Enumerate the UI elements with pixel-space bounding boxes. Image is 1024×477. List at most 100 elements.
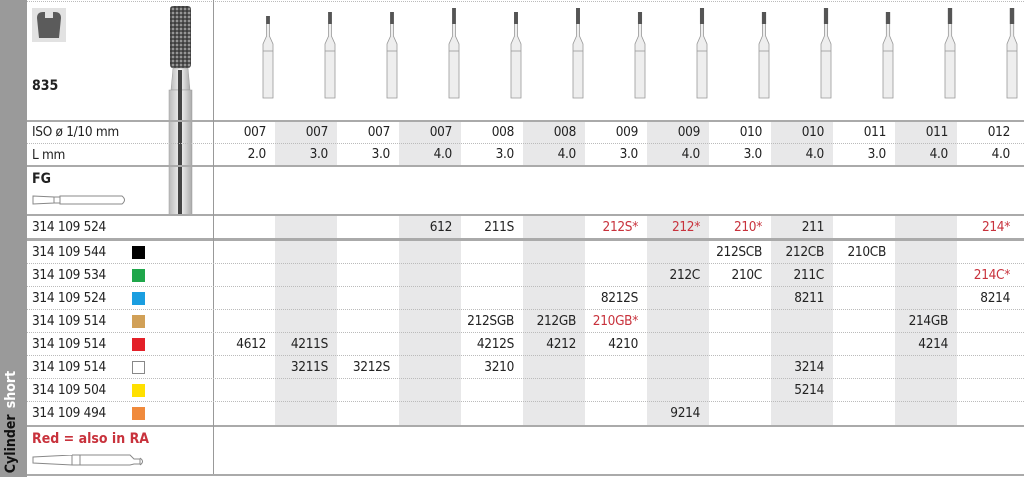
product-number[interactable]: 5214 (794, 382, 824, 398)
length-value: 3.0 (309, 146, 329, 162)
divider (27, 165, 1024, 167)
divider (27, 238, 1024, 241)
reference-number: 314 109 534 (32, 267, 106, 283)
divider (27, 425, 1024, 427)
row-divider (27, 286, 1024, 287)
product-number[interactable]: 212C (669, 267, 701, 283)
length-value: 2.0 (247, 146, 267, 162)
product-number[interactable]: 4210 (608, 336, 638, 352)
bur-image (262, 16, 274, 99)
product-number[interactable]: 4211S (290, 336, 328, 352)
color-ring-swatch (132, 246, 145, 259)
table-row[interactable] (27, 356, 1024, 379)
product-number[interactable]: 3211S (290, 359, 328, 375)
length-value: 4.0 (681, 146, 701, 162)
bur-image (510, 12, 522, 99)
bur-image (758, 12, 770, 99)
length-value: 4.0 (929, 146, 949, 162)
length-label: L mm (32, 147, 66, 163)
product-number[interactable]: 9214 (670, 405, 700, 421)
iso-value: 012 (987, 124, 1011, 140)
table-row[interactable] (27, 402, 1024, 425)
bur-image (572, 8, 584, 99)
iso-value: 009 (677, 124, 701, 140)
product-number[interactable]: 211S (484, 219, 514, 235)
column-shade (895, 216, 957, 425)
row-divider (27, 355, 1024, 356)
product-number[interactable]: 3210 (484, 359, 514, 375)
reference-number: 314 109 494 (32, 405, 106, 421)
reference-number: 314 109 504 (32, 382, 106, 398)
table-row[interactable] (27, 264, 1024, 287)
product-number[interactable]: 214C* (973, 267, 1011, 283)
product-number[interactable]: 612 (429, 219, 453, 235)
iso-value: 007 (305, 124, 329, 140)
divider (27, 143, 1024, 144)
length-value: 4.0 (805, 146, 825, 162)
iso-value: 007 (243, 124, 267, 140)
color-ring-swatch (132, 384, 145, 397)
length-value: 3.0 (867, 146, 887, 162)
product-number[interactable]: 4214 (918, 336, 948, 352)
row-divider (27, 378, 1024, 379)
bur-image (1006, 8, 1018, 99)
length-value: 4.0 (433, 146, 453, 162)
iso-value: 008 (491, 124, 515, 140)
iso-value: 010 (801, 124, 825, 140)
bur-image (324, 12, 336, 99)
divider (27, 214, 1024, 216)
product-number[interactable]: 212S* (602, 219, 639, 235)
row-divider (27, 332, 1024, 333)
fg-shank-icon (32, 195, 125, 205)
iso-value: 009 (615, 124, 639, 140)
product-number[interactable]: 212GB (536, 313, 577, 329)
color-ring-swatch (132, 361, 145, 374)
shank-type: FG (32, 171, 51, 187)
product-number[interactable]: 8214 (980, 290, 1010, 306)
bur-image (696, 8, 708, 99)
column-shade (399, 216, 461, 425)
product-number[interactable]: 212* (671, 219, 700, 235)
product-number[interactable]: 8211 (794, 290, 824, 306)
iso-value: 008 (553, 124, 577, 140)
product-number[interactable]: 212SGB (467, 313, 514, 329)
category-label: Cylinder short (3, 371, 19, 473)
column-shade (647, 216, 709, 425)
product-number[interactable]: 210C (731, 267, 763, 283)
length-value: 3.0 (495, 146, 515, 162)
product-number[interactable]: 4612 (236, 336, 266, 352)
category-sidebar: Cylinder short (0, 0, 27, 477)
product-number[interactable]: 210* (733, 219, 762, 235)
iso-label: ISO ø 1/10 mm (32, 124, 119, 140)
product-number[interactable]: 210CB (847, 244, 887, 260)
product-number[interactable]: 4212S (476, 336, 514, 352)
product-number[interactable]: 4212 (546, 336, 576, 352)
divider (27, 474, 1024, 476)
length-value: 4.0 (991, 146, 1011, 162)
color-ring-swatch (132, 269, 145, 282)
ra-shank-icon (32, 454, 143, 466)
bur-image (882, 12, 894, 99)
bur-image (448, 8, 460, 99)
product-number[interactable]: 212CB (785, 244, 825, 260)
length-value: 3.0 (619, 146, 639, 162)
product-number[interactable]: 211 (801, 219, 825, 235)
table-row[interactable] (27, 287, 1024, 310)
product-number[interactable]: 3214 (794, 359, 824, 375)
product-number[interactable]: 212SCB (716, 244, 762, 260)
product-number[interactable]: 214* (981, 219, 1010, 235)
product-number[interactable]: 3212S (352, 359, 390, 375)
row-divider (27, 401, 1024, 402)
divider (27, 120, 1024, 122)
column-shade (275, 216, 337, 425)
color-ring-swatch (132, 407, 145, 420)
reference-number: 314 109 514 (32, 336, 106, 352)
product-number[interactable]: 211C (793, 267, 825, 283)
product-number[interactable]: 210GB* (592, 313, 639, 329)
product-number[interactable]: 214GB (908, 313, 949, 329)
product-number[interactable]: 8212S (600, 290, 638, 306)
table-row[interactable] (27, 379, 1024, 402)
divider (213, 0, 214, 474)
table-row[interactable] (27, 216, 1024, 239)
shape-label: Cylinder (3, 414, 19, 473)
